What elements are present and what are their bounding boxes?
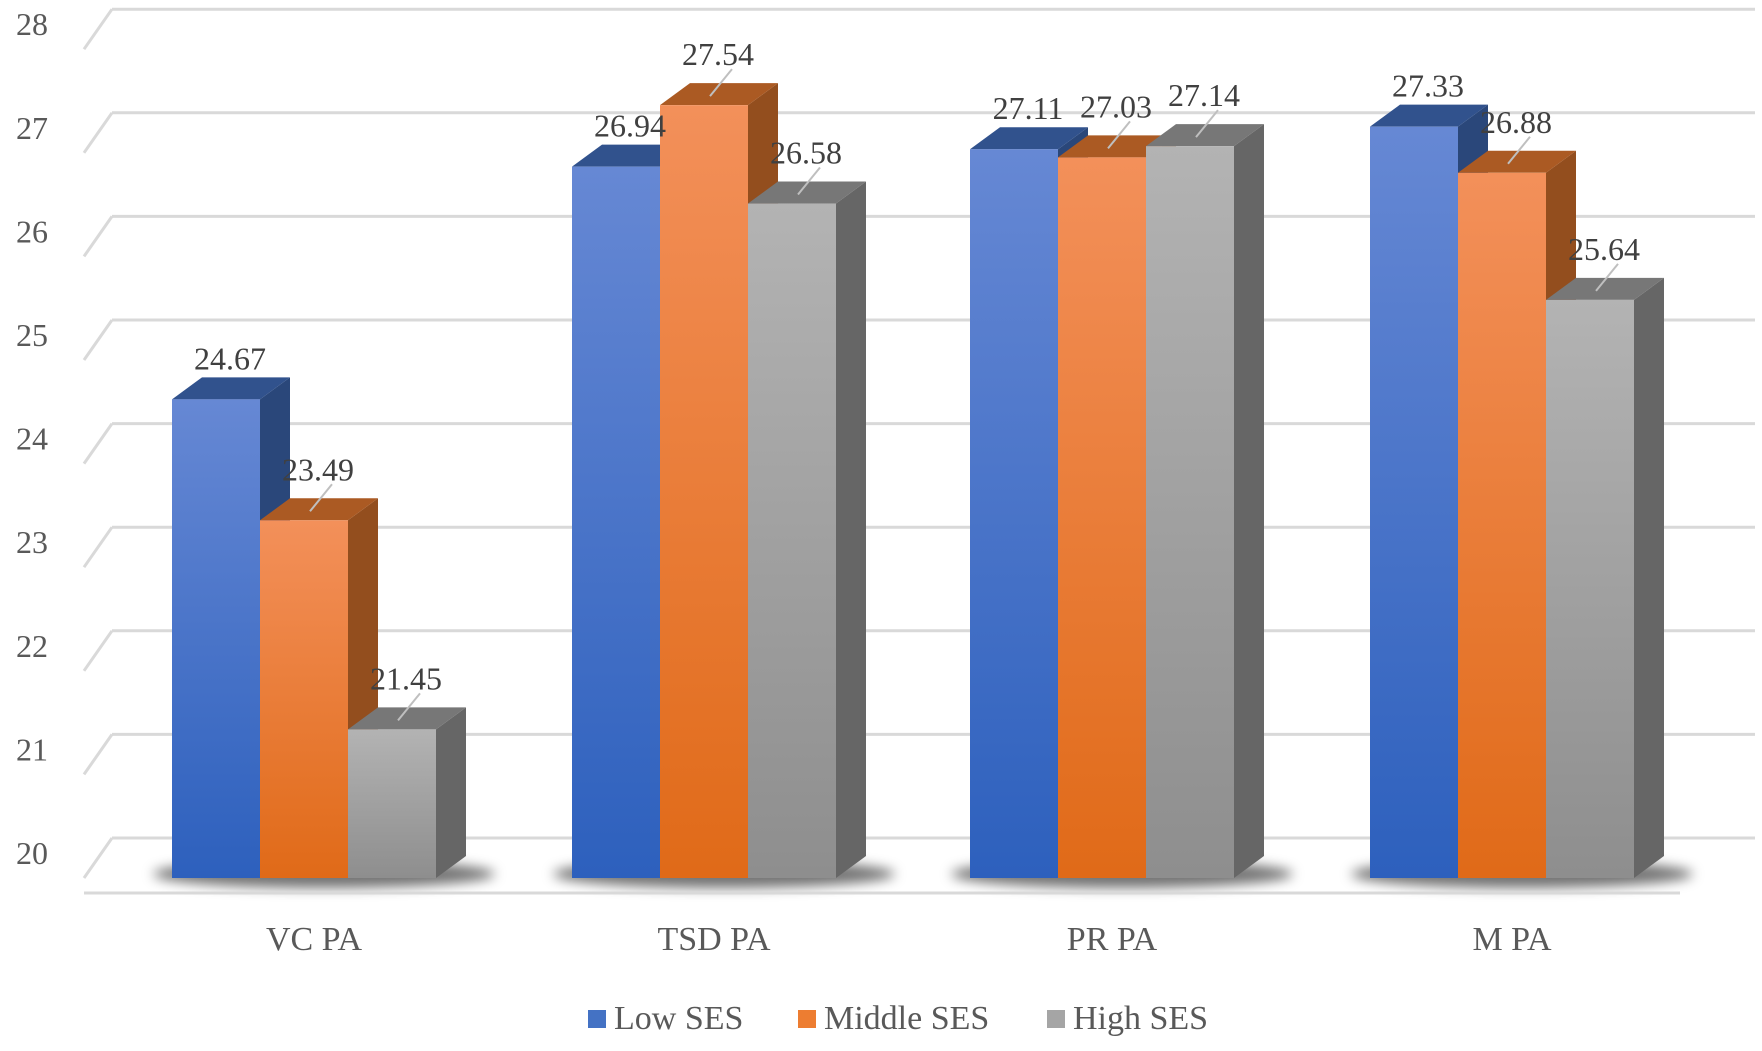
bar-front bbox=[1146, 146, 1234, 878]
bar-top bbox=[748, 181, 866, 204]
bar-top bbox=[660, 83, 778, 106]
data-label: 27.11 bbox=[993, 90, 1064, 126]
data-label-leader bbox=[1595, 263, 1619, 292]
data-label: 27.14 bbox=[1168, 77, 1240, 113]
bar-low-ses-vc-pa bbox=[172, 377, 290, 878]
bar-top bbox=[348, 707, 466, 730]
bar-front bbox=[1058, 157, 1146, 879]
gridline-depth bbox=[82, 733, 114, 776]
data-label: 25.64 bbox=[1568, 231, 1640, 267]
bar-front bbox=[572, 166, 660, 878]
bar-side bbox=[1234, 124, 1264, 878]
data-label: 24.67 bbox=[194, 340, 266, 376]
y-tick-label: 23 bbox=[16, 524, 48, 560]
y-tick-label: 27 bbox=[16, 110, 48, 146]
x-tick-label: TSD PA bbox=[657, 921, 771, 958]
bar-front bbox=[172, 399, 260, 878]
gridline-depth bbox=[82, 215, 114, 258]
bar-top bbox=[1370, 104, 1488, 127]
y-tick-label: 20 bbox=[16, 835, 48, 871]
x-tick-label: M PA bbox=[1472, 921, 1552, 958]
bar-top bbox=[1458, 150, 1576, 173]
bar-front bbox=[748, 203, 836, 879]
y-tick-label: 28 bbox=[16, 6, 48, 42]
data-label: 27.33 bbox=[1392, 68, 1464, 104]
gridline-depth bbox=[82, 629, 114, 672]
bar-high-ses-pr-pa bbox=[1146, 124, 1264, 878]
legend-item-high-ses: High SES bbox=[1047, 1000, 1208, 1037]
legend-swatch bbox=[588, 1010, 606, 1028]
x-tick-label: VC PA bbox=[266, 921, 363, 958]
gridline-depth bbox=[82, 837, 114, 879]
data-label-leader bbox=[309, 483, 333, 512]
gridline-depth bbox=[82, 526, 114, 569]
bar-top bbox=[260, 498, 378, 521]
data-label-leader bbox=[709, 68, 733, 97]
gridline-depth bbox=[82, 111, 114, 154]
y-tick-label: 22 bbox=[16, 628, 48, 664]
bar-front bbox=[348, 729, 436, 878]
bar-side bbox=[436, 707, 466, 878]
bar-front bbox=[260, 520, 348, 878]
bar-top bbox=[172, 377, 290, 400]
bar-top bbox=[1146, 124, 1264, 147]
data-label: 23.49 bbox=[282, 451, 354, 487]
bar-front bbox=[1458, 172, 1546, 879]
data-label: 27.03 bbox=[1080, 88, 1152, 124]
gridline-depth bbox=[82, 8, 114, 51]
bar-side bbox=[836, 181, 866, 879]
bar-front bbox=[660, 105, 748, 878]
data-label: 21.45 bbox=[370, 660, 442, 696]
bar-top bbox=[1546, 277, 1664, 300]
bar-front bbox=[1546, 299, 1634, 878]
bar-high-ses-vc-pa bbox=[348, 707, 466, 878]
data-label: 26.88 bbox=[1480, 104, 1552, 140]
data-label-leader bbox=[397, 692, 421, 722]
legend-item-low-ses: Low SES bbox=[588, 1000, 743, 1037]
y-tick-label: 24 bbox=[16, 421, 48, 457]
data-label: 27.54 bbox=[682, 36, 754, 72]
bar-top bbox=[970, 127, 1088, 150]
data-label: 26.58 bbox=[770, 135, 842, 171]
gridline-depth bbox=[82, 422, 114, 465]
data-label: 26.94 bbox=[594, 108, 666, 144]
data-label-leader bbox=[1107, 120, 1131, 150]
bar-front bbox=[970, 149, 1058, 879]
legend-swatch bbox=[1047, 1010, 1065, 1028]
legend-swatch bbox=[798, 1010, 816, 1028]
bar-high-ses-m-pa bbox=[1546, 277, 1664, 878]
y-tick-label: 26 bbox=[16, 213, 48, 249]
legend-label: Middle SES bbox=[824, 1000, 989, 1037]
legend-item-middle-ses: Middle SES bbox=[798, 1000, 989, 1037]
x-tick-label: PR PA bbox=[1067, 921, 1158, 958]
bar-side bbox=[1634, 277, 1664, 878]
data-label-leader bbox=[797, 166, 821, 196]
bar-high-ses-tsd-pa bbox=[748, 181, 866, 879]
bar-front bbox=[1370, 126, 1458, 879]
legend-label: High SES bbox=[1073, 1000, 1208, 1037]
y-tick-label: 21 bbox=[16, 731, 48, 767]
legend-label: Low SES bbox=[614, 1000, 743, 1037]
data-label-leader bbox=[1507, 136, 1531, 165]
y-tick-label: 25 bbox=[16, 317, 48, 353]
data-label-leader bbox=[1195, 109, 1219, 138]
gridline-depth bbox=[82, 319, 114, 361]
